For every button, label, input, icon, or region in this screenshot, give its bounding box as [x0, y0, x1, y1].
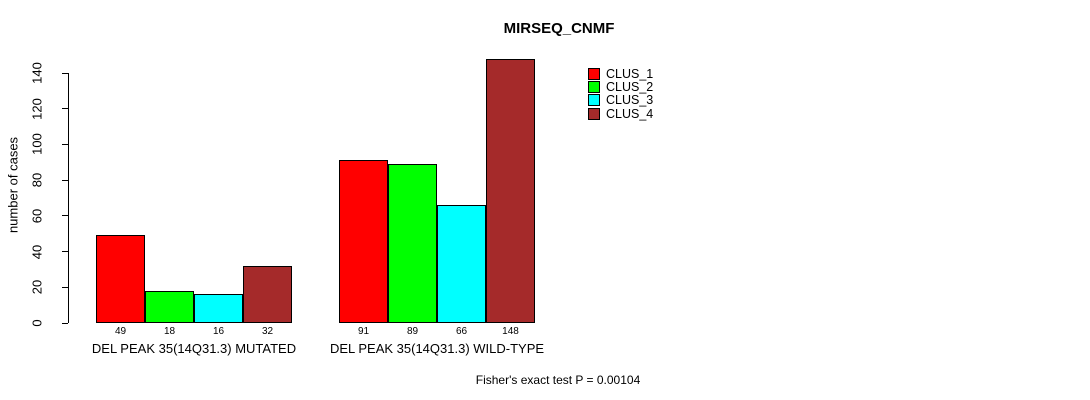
y-tick-label: 0: [29, 319, 45, 327]
y-tick: [62, 108, 68, 110]
y-tick: [62, 179, 68, 181]
y-tick: [62, 322, 68, 324]
y-tick-label: 80: [29, 172, 45, 188]
bar-clus_1-group2: [339, 160, 388, 323]
y-tick: [62, 143, 68, 145]
legend-swatch-icon: [588, 94, 600, 107]
category-label: DEL PEAK 35(14Q31.3) MUTATED: [91, 341, 297, 356]
y-tick-label: 40: [29, 244, 45, 259]
legend-item: CLUS_3: [588, 93, 654, 108]
bar-clus_3-group2: [437, 205, 486, 323]
bar-value-label: 49: [114, 326, 127, 337]
y-tick: [62, 251, 68, 253]
legend-item: CLUS_4: [588, 106, 654, 121]
bar-value-label: 66: [455, 326, 468, 337]
legend-swatch-icon: [588, 107, 600, 120]
fisher-test-annotation: Fisher's exact test P = 0.00104: [475, 373, 641, 387]
bar-value-label: 18: [163, 326, 176, 337]
bar-value-label: 91: [357, 326, 370, 337]
y-axis-label: number of cases: [5, 136, 21, 234]
bar-clus_2-group1: [145, 291, 194, 323]
bar-clus_2-group2: [388, 164, 437, 323]
legend-item: CLUS_1: [588, 66, 654, 81]
y-tick: [62, 215, 68, 217]
bar-clus_4-group1: [243, 266, 292, 323]
legend: CLUS_1 CLUS_2 CLUS_3 CLUS_4: [588, 66, 654, 121]
y-tick-label: 140: [29, 62, 45, 84]
y-tick-label: 20: [29, 280, 45, 295]
legend-swatch-icon: [588, 67, 600, 80]
bar-value-label: 32: [261, 326, 274, 337]
legend-label: CLUS_4: [606, 106, 654, 121]
legend-label: CLUS_2: [606, 79, 654, 94]
legend-swatch-icon: [588, 80, 600, 93]
bar-value-label: 89: [406, 326, 419, 337]
bar-clus_3-group1: [194, 294, 243, 323]
bar-clus_1-group1: [96, 235, 145, 323]
y-tick-label: 60: [29, 208, 45, 224]
legend-label: CLUS_3: [606, 93, 654, 108]
y-axis-line: [68, 73, 69, 323]
legend-item: CLUS_2: [588, 79, 654, 94]
y-tick: [62, 286, 68, 288]
category-label: DEL PEAK 35(14Q31.3) WILD-TYPE: [329, 341, 545, 356]
bar-value-label: 148: [502, 326, 519, 337]
y-tick: [62, 72, 68, 74]
bar-clus_4-group2: [486, 59, 535, 323]
chart-title: MIRSEQ_CNMF: [503, 20, 615, 37]
bar-value-label: 16: [212, 326, 225, 337]
y-tick-label: 120: [29, 97, 45, 120]
legend-label: CLUS_1: [606, 66, 654, 81]
y-tick-label: 100: [29, 133, 45, 156]
